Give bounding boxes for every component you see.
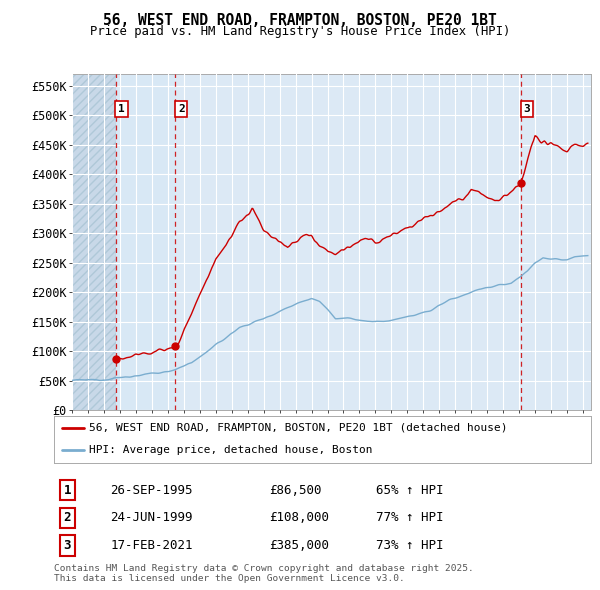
Text: 1: 1 xyxy=(118,104,125,114)
Text: £86,500: £86,500 xyxy=(269,484,322,497)
Text: 56, WEST END ROAD, FRAMPTON, BOSTON, PE20 1BT: 56, WEST END ROAD, FRAMPTON, BOSTON, PE2… xyxy=(103,13,497,28)
Bar xyxy=(72,74,116,410)
Text: Price paid vs. HM Land Registry's House Price Index (HPI): Price paid vs. HM Land Registry's House … xyxy=(90,25,510,38)
Text: 2: 2 xyxy=(64,512,71,525)
Bar xyxy=(72,74,116,410)
Text: £385,000: £385,000 xyxy=(269,539,329,552)
Text: 26-SEP-1995: 26-SEP-1995 xyxy=(110,484,193,497)
Text: 77% ↑ HPI: 77% ↑ HPI xyxy=(376,512,444,525)
Text: 1: 1 xyxy=(64,484,71,497)
Text: 3: 3 xyxy=(64,539,71,552)
Text: 17-FEB-2021: 17-FEB-2021 xyxy=(110,539,193,552)
Text: 24-JUN-1999: 24-JUN-1999 xyxy=(110,512,193,525)
Text: 73% ↑ HPI: 73% ↑ HPI xyxy=(376,539,444,552)
Text: Contains HM Land Registry data © Crown copyright and database right 2025.
This d: Contains HM Land Registry data © Crown c… xyxy=(54,563,474,583)
Text: HPI: Average price, detached house, Boston: HPI: Average price, detached house, Bost… xyxy=(89,445,373,455)
Text: 65% ↑ HPI: 65% ↑ HPI xyxy=(376,484,444,497)
Text: £108,000: £108,000 xyxy=(269,512,329,525)
Text: 2: 2 xyxy=(178,104,185,114)
Text: 3: 3 xyxy=(524,104,530,114)
Text: 56, WEST END ROAD, FRAMPTON, BOSTON, PE20 1BT (detached house): 56, WEST END ROAD, FRAMPTON, BOSTON, PE2… xyxy=(89,423,508,432)
Bar xyxy=(116,74,175,410)
